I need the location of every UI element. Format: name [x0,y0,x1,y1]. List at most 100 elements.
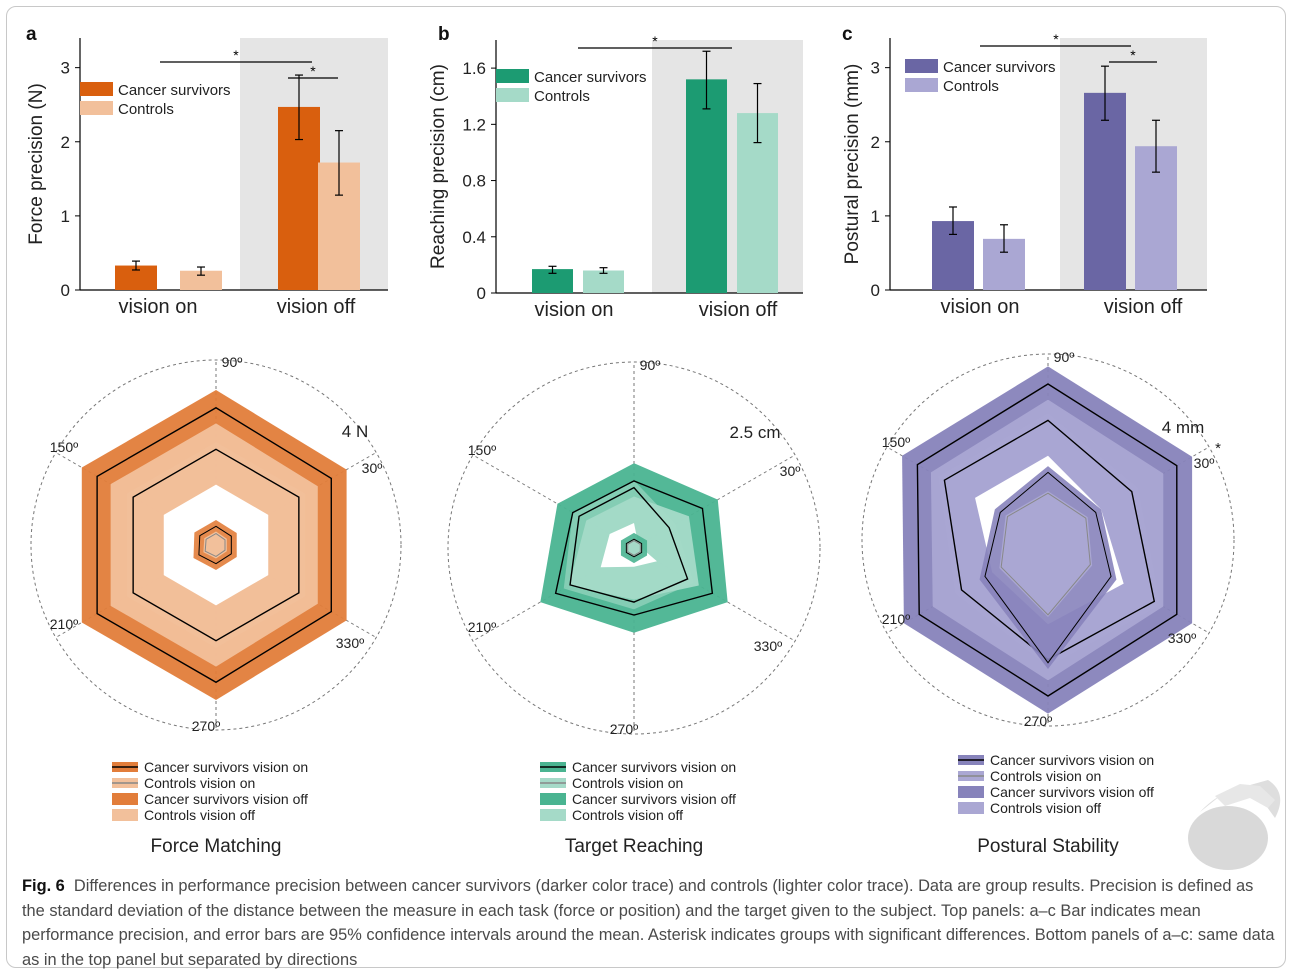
band-controls-vision-on [999,491,1093,617]
figure-label: Fig. 6 [22,877,65,895]
bar [583,270,624,293]
bar-chart-a: a 0 1 2 3 Force precision (N) vision on vision … [26,24,388,318]
radar-chart-c: 90º 30º 330º 270º 210º 150º 4 mm * Cancer surviv… [861,349,1235,857]
line-controls-vision-on [627,540,641,556]
angle-label: 90º [1054,349,1075,365]
arm-posture-icon [1188,780,1281,870]
band-controls-vision-on [203,531,227,559]
radar-chart-a: 90º 30º 330º 270º 210º 150º 4 N Cancer survivor… [30,354,402,857]
legend-label: Cancer survivors [118,82,231,99]
angle-label: 150º [50,439,78,455]
angle-label: 210º [50,616,78,632]
bar [1084,92,1126,290]
bar [532,269,573,293]
line-controls-vision-on [204,532,226,558]
task-title: Force Matching [151,836,282,857]
task-title: Target Reaching [565,836,703,857]
legend-label: Controls vision on [990,768,1101,784]
y-tick-label: 0 [61,281,70,300]
legend-label: Controls [118,101,174,118]
y-tick-label: 2 [871,133,880,152]
angle-label: 30º [780,463,801,479]
angle-label: 150º [882,434,910,450]
vision-off-shading [652,40,803,293]
y-tick-label: 0.8 [462,172,486,191]
y-tick-label: 3 [871,59,880,78]
bar [180,270,222,290]
angle-label: 90º [222,354,243,370]
y-tick-label: 0.4 [462,228,486,247]
angle-label: 30º [362,460,383,476]
radar-scale-label: 2.5 cm [729,423,780,442]
angle-label: 270º [1024,713,1052,729]
line-cancer-vision-on [625,538,643,558]
y-tick-label: 0 [477,284,486,303]
significance-asterisk: * [1053,31,1059,47]
significance-asterisk: * [310,63,316,79]
task-title: Postural Stability [977,836,1119,857]
y-tick-label: 1 [871,207,880,226]
bar-chart-c: c 0 1 2 3 Postural precision (mm) vision on vis… [842,24,1207,318]
legend-label: Controls vision off [144,807,255,823]
angle-label: 270º [610,721,638,737]
significance-asterisk: * [652,33,658,49]
legend-swatch [958,786,984,798]
legend-label: Cancer survivors [943,59,1056,76]
caption-text: Differences in performance precision bet… [22,877,1275,969]
x-category-label: vision on [941,296,1020,318]
legend-swatch [496,88,529,102]
radar-outer-circle [30,359,402,731]
panel-letter: c [842,24,853,45]
legend-swatch [958,802,984,814]
y-tick-label: 3 [61,59,70,78]
legend-label: Controls vision on [144,775,255,791]
vision-off-shading [1060,38,1207,290]
legend-swatch [80,101,113,115]
legend-label: Cancer survivors vision on [990,752,1154,768]
angle-label: 330º [1168,630,1196,646]
line-controls-vision-off [132,448,300,642]
y-tick-label: 2 [61,133,70,152]
legend-label: Controls vision off [990,800,1101,816]
legend-swatch [80,82,113,96]
radar-scale-label: 4 mm [1162,418,1205,437]
line-cancer-vision-off [554,480,714,616]
figure-frame [6,6,1286,968]
legend-swatch [905,78,938,92]
line-controls-vision-off [569,486,689,603]
legend-label: Cancer survivors vision on [144,759,308,775]
x-category-label: vision on [119,296,198,318]
bar [686,79,727,293]
legend-label: Controls [534,88,590,105]
y-axis-label: Postural precision (mm) [842,64,863,265]
legend-label: Controls [943,78,999,95]
legend-label: Cancer survivors [534,69,647,86]
figure-canvas: a 0 1 2 3 Force precision (N) vision on vision … [26,24,1281,870]
line-cancer-vision-off [96,406,332,684]
x-category-label: vision on [535,299,614,321]
line-cancer-vision-on [984,471,1112,664]
angle-label: 270º [192,718,220,734]
y-tick-label: 0 [871,281,880,300]
legend-swatch [112,809,138,821]
x-category-label: vision off [277,296,356,318]
legend-swatch [112,793,138,805]
figure-caption: Fig. 6 Differences in performance precis… [22,874,1277,972]
angle-label: 150º [468,442,496,458]
y-tick-label: 1.6 [462,59,486,78]
legend-label: Controls vision on [572,775,683,791]
y-tick-label: 1.2 [462,115,486,134]
line-controls-vision-on [1000,492,1091,616]
legend-label: Cancer survivors vision off [572,791,736,807]
radar-outer-circle [447,361,821,735]
angle-label: 210º [882,611,910,627]
y-tick-label: 1 [61,207,70,226]
radar-chart-b: 90º 30º 330º 270º 210º 150º 2.5 cm Cancer survi… [447,357,821,857]
significance-asterisk: * [1130,47,1136,63]
hand-shape [1215,784,1275,808]
line-cancer-vision-on [198,525,232,565]
x-category-label: vision off [1104,296,1183,318]
significance-asterisk: * [233,47,239,63]
radar-outer-circle [861,353,1235,727]
legend-label: Cancer survivors vision off [990,784,1154,800]
